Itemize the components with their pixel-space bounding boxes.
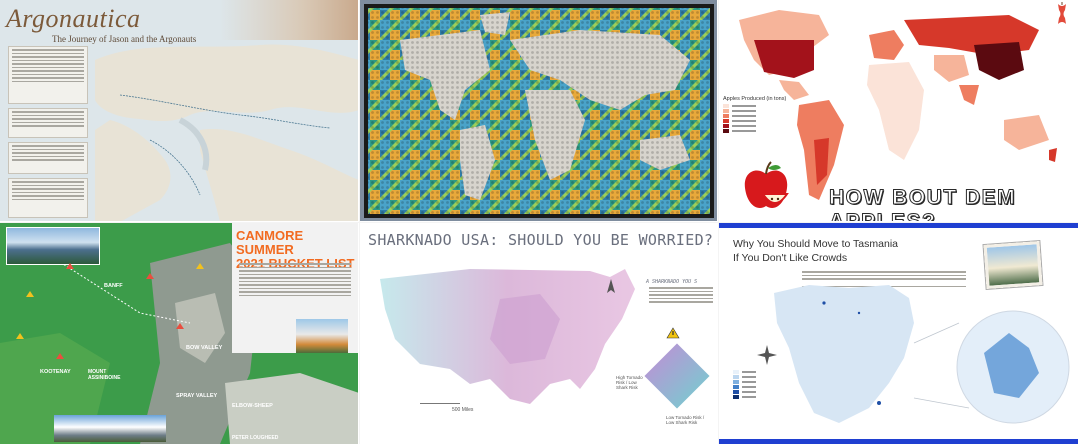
tile-canmore-bucket-list[interactable]: CANMORE SUMMER 2021 BUCKET LIST BANFF KO… — [0, 223, 359, 444]
apple-legend-swatch — [723, 104, 793, 108]
apple-legend-swatch — [723, 129, 793, 133]
canmore-lake-photo — [6, 227, 100, 265]
argonautica-text-panel-4 — [8, 178, 88, 218]
canmore-title-line1: CANMORE SUMMER — [236, 228, 304, 257]
bivariate-legend — [643, 342, 711, 410]
trail-marker-icon — [56, 353, 64, 359]
canmore-panorama-photo — [54, 415, 166, 442]
canmore-markers — [16, 263, 204, 359]
tasmania-top-border — [719, 223, 1078, 228]
tasmania-population-map — [774, 285, 1070, 424]
canmore-label-elbow-sheep: ELBOW-SHEEP — [232, 403, 273, 409]
argonautica-text-panel-1 — [8, 46, 88, 104]
argonautica-text-panel-2 — [8, 108, 88, 138]
tasmania-legend — [733, 369, 765, 400]
apple-legend: Apples Produced (in tons) — [723, 96, 793, 134]
lego-world-map — [364, 4, 714, 218]
argonautica-temple-illustration — [220, 0, 358, 40]
tile-lego-world-map[interactable] — [360, 0, 718, 222]
tile-tasmania[interactable]: Why You Should Move to Tasmania If You D… — [719, 223, 1078, 444]
scale-bar-line — [420, 403, 460, 404]
sharknado-sidebar: A SHARKNADO YOU S — [646, 279, 716, 339]
canmore-label-kootenay: KOOTENAY — [40, 369, 71, 375]
sharknado-sidebar-title: A SHARKNADO YOU S — [646, 279, 698, 285]
canmore-mountain-photo — [296, 319, 348, 353]
sharknado-scale-bar: 500 Miles — [452, 407, 474, 413]
tasmania-title-line1: Why You Should Move to Tasmania — [733, 238, 898, 250]
sharknado-title: SHARKNADO USA: SHOULD YOU BE WORRIED? — [368, 231, 714, 249]
compass-rose-icon — [757, 345, 777, 365]
argonautica-title: Argonautica — [6, 4, 141, 33]
canmore-label-assiniboine: MOUNT ASSINIBOINE — [88, 369, 121, 381]
warning-icon — [666, 327, 680, 339]
tasmania-title-line2: If You Don't Like Crowds — [733, 252, 848, 264]
canmore-label-bow-valley: BOW VALLEY — [186, 345, 223, 351]
tasmania-bottom-border — [719, 439, 1078, 444]
legend-label-tornado: High Tornado Risk / Low Shark Risk — [616, 375, 643, 390]
trail-marker-icon — [176, 323, 184, 329]
apple-legend-swatch — [723, 114, 793, 118]
apple-legend-swatch — [723, 109, 793, 113]
apple-legend-title: Apples Produced (in tons) — [723, 96, 787, 102]
trail-marker-icon — [16, 333, 24, 339]
canmore-label-peter-lougheed: PETER LOUGHEED — [232, 435, 279, 441]
trail-marker-icon — [196, 263, 204, 269]
north-arrow-icon — [607, 279, 615, 293]
tile-apple-production[interactable]: Apples Produced (in tons) HOW BOUT DEM A… — [719, 0, 1078, 222]
argonautica-subtitle: The Journey of Jason and the Argonauts — [52, 34, 197, 44]
canmore-label-spray-valley: SPRAY VALLEY — [176, 393, 218, 399]
tile-sharknado[interactable]: SHARKNADO USA: SHOULD YOU BE WORRIED? A … — [360, 223, 718, 444]
argonautica-text-panel-3 — [8, 142, 88, 174]
canmore-description — [236, 261, 354, 298]
apple-legend-swatch — [723, 124, 793, 128]
apple-slice-icon — [761, 193, 789, 204]
trail-marker-icon — [66, 263, 74, 269]
apple-choropleth-map — [719, 0, 1078, 221]
canmore-label-banff: BANFF — [104, 283, 123, 289]
tasmania-title: Why You Should Move to Tasmania If You D… — [733, 237, 898, 265]
trail-marker-icon — [26, 291, 34, 297]
apple-headline: HOW BOUT DEM APPLES? — [829, 186, 1017, 222]
tile-argonautica[interactable]: Argonautica The Journey of Jason and the… — [0, 0, 359, 222]
apple-core-icon — [1058, 2, 1066, 24]
sharknado-us-map — [380, 269, 635, 404]
legend-label-low: Low Tornado Risk / Low Shark Risk — [666, 415, 705, 425]
trail-marker-icon — [146, 273, 154, 279]
apple-legend-swatch — [723, 119, 793, 123]
